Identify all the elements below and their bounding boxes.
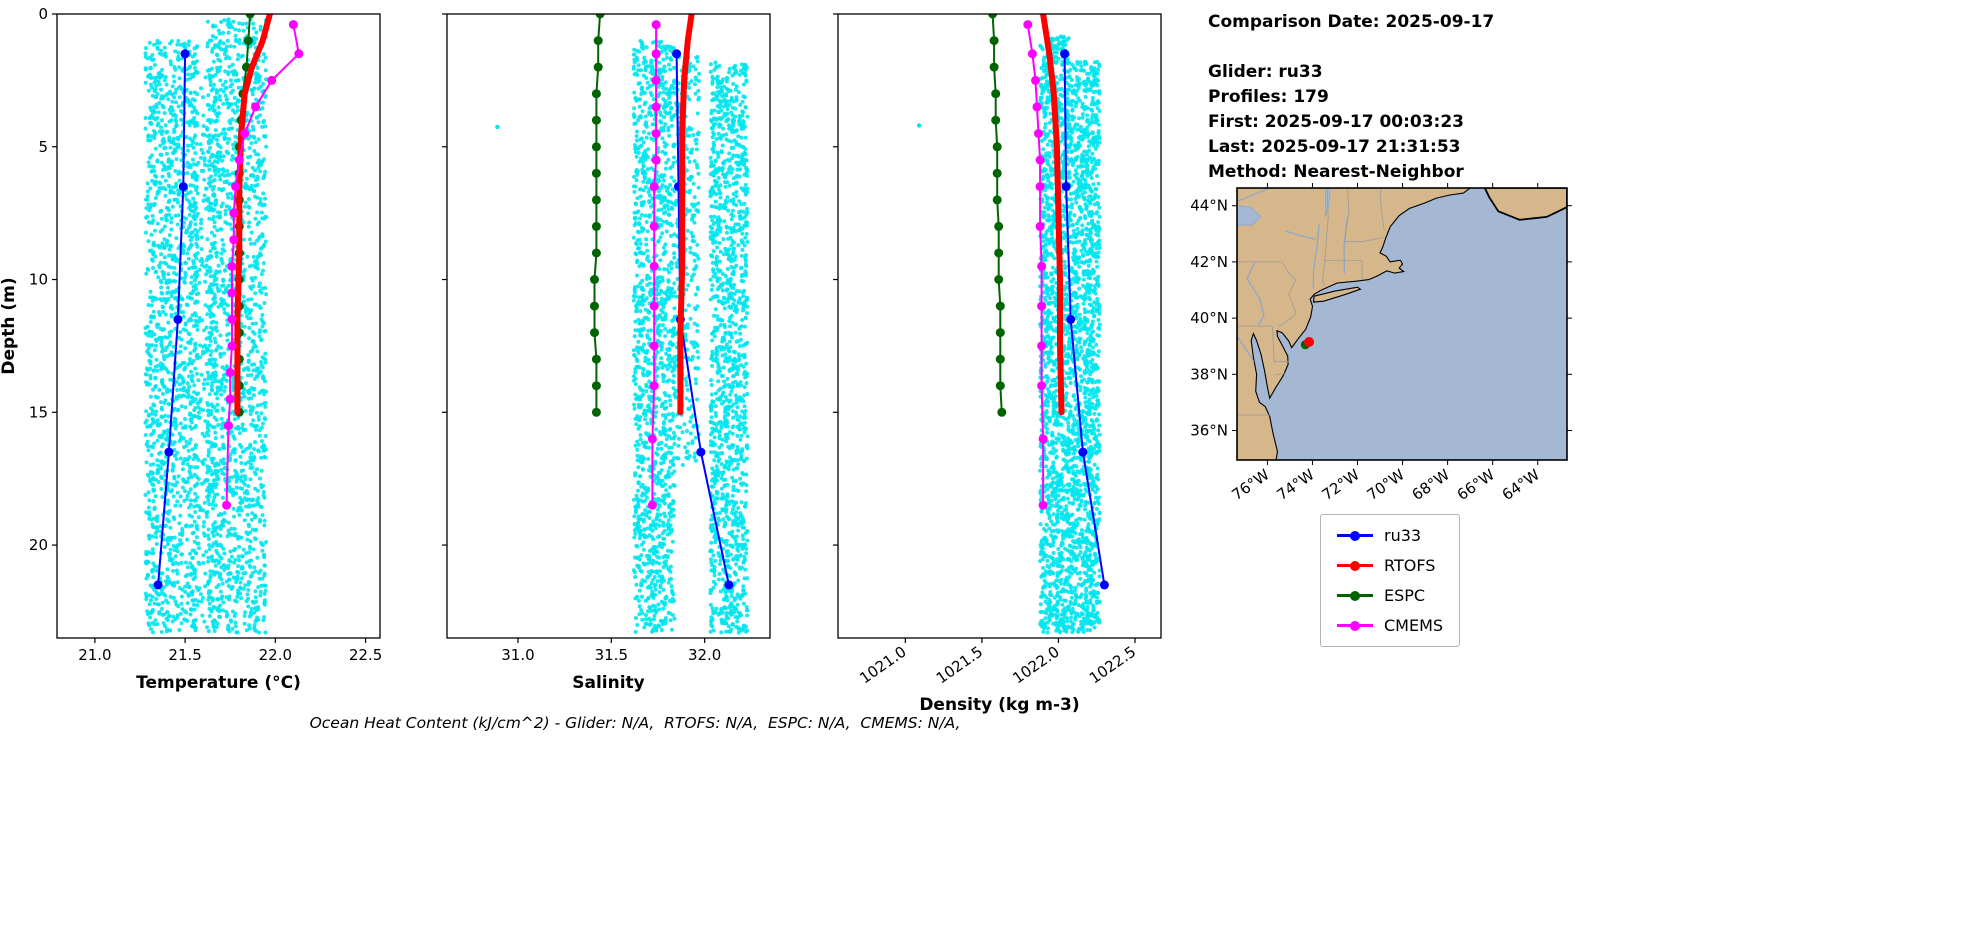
legend-line-swatch [1337, 560, 1373, 571]
legend-line-swatch [1337, 620, 1373, 631]
map-river [1246, 261, 1265, 326]
legend-label: ru33 [1384, 526, 1422, 545]
profiles-count: Profiles: 179 [1208, 87, 1329, 107]
salinity-xlabel: Salinity [572, 673, 645, 693]
temperature-xtick-label: 22.5 [349, 646, 382, 664]
comparison-date: Comparison Date: 2025-09-17 [1208, 12, 1495, 32]
salinity-xtick-label: 32.0 [688, 646, 721, 664]
legend-label: RTOFS [1384, 556, 1436, 575]
temperature-ytick-label: 10 [29, 271, 48, 289]
salinity-xtick-label: 31.0 [501, 646, 534, 664]
map-lat-tick-label: 40°N [1190, 309, 1228, 327]
legend-marker-dot [1350, 530, 1360, 541]
legend-marker-dot [1350, 560, 1360, 571]
density-glider-raw-points [916, 34, 1102, 635]
map-lon-tick-label: 72°W [1319, 465, 1363, 504]
legend-item-ru33: ru33 [1337, 526, 1443, 545]
legend: ru33 RTOFS ESPC CMEMS [1320, 514, 1461, 647]
map-land-long-island [1313, 286, 1362, 303]
density-xlabel: Density (kg m-3) [919, 695, 1079, 715]
map-state-border [1324, 188, 1329, 261]
temperature-ylabel: Depth (m) [0, 277, 19, 374]
density-series-RTOFS [1040, 14, 1065, 416]
map-lake [1237, 205, 1262, 226]
temperature-xtick-label: 21.5 [168, 646, 201, 664]
map-lon-tick-label: 64°W [1499, 465, 1543, 504]
ocean-heat-content-note: Ocean Heat Content (kJ/cm^2) - Glider: N… [309, 714, 961, 732]
temperature-ytick-label: 20 [29, 536, 48, 554]
map-lat-tick-label: 36°N [1190, 421, 1228, 439]
legend-item-RTOFS: RTOFS [1337, 556, 1443, 575]
salinity-xtick-label: 31.5 [595, 646, 628, 664]
legend-label: CMEMS [1384, 616, 1444, 635]
temperature-xlabel: Temperature (°C) [136, 673, 301, 693]
temperature-profile-plot: 21.0 21.5 22.0 22.5 0 5 10 15 20 Temperature (°C)… [0, 5, 382, 693]
temperature-ytick-label: 15 [29, 403, 48, 421]
map-land-mainland [1237, 188, 1472, 460]
glider-name: Glider: ru33 [1208, 62, 1323, 82]
map-lon-tick-label: 70°W [1364, 465, 1408, 504]
map-state-border [1361, 237, 1384, 243]
map-state-border [1275, 373, 1286, 376]
salinity-plot-area [495, 14, 750, 635]
density-xtick-label: 1021.5 [933, 643, 986, 688]
info-panel-spacer [1208, 35, 1494, 60]
salinity-profile-plot: 31.0 31.5 32.0 Salinity [442, 13, 771, 693]
legend-item-ESPC: ESPC [1337, 586, 1443, 605]
legend-item-CMEMS: CMEMS [1337, 616, 1443, 635]
legend-line-swatch [1337, 590, 1373, 601]
density-series-ESPC [991, 14, 1003, 414]
map-lat-tick-label: 38°N [1190, 365, 1228, 383]
map-state-border [1322, 260, 1326, 286]
map-lon-tick-label: 76°W [1228, 465, 1272, 504]
map-lat-tick-label: 44°N [1190, 197, 1228, 215]
map-state-border [1344, 188, 1350, 242]
info-panel: Comparison Date: 2025-09-17 Glider: ru33… [1208, 10, 1494, 185]
legend-marker-dot [1350, 590, 1360, 601]
map-state-border [1278, 261, 1297, 327]
glider-location-map: 76°W 74°W 72°W 70°W 68°W 66°W 64°W 44°N 42°N 40°N… [1190, 183, 1572, 504]
temperature-glider-raw-points [143, 17, 269, 635]
map-river [1285, 230, 1316, 240]
density-xtick-label: 1022.5 [1086, 643, 1139, 688]
temperature-axes-frame [56, 13, 381, 639]
salinity-series-ESPC [593, 14, 602, 414]
temperature-ytick-label: 5 [38, 138, 48, 156]
map-lat-tick-label: 42°N [1190, 253, 1228, 271]
temperature-plot-area [143, 14, 304, 635]
last-profile-time: Last: 2025-09-17 21:31:53 [1208, 137, 1461, 157]
map-lon-tick-label: 74°W [1273, 465, 1317, 504]
density-axes-frame [837, 13, 1162, 639]
density-xtick-label: 1021.0 [856, 643, 909, 688]
map-river [1237, 336, 1255, 363]
map-state-border [1379, 188, 1385, 231]
density-plot-area [916, 14, 1109, 635]
legend-marker-dot [1350, 620, 1360, 631]
map-lon-tick-label: 68°W [1409, 465, 1453, 504]
temperature-ytick-label: 0 [38, 5, 48, 23]
salinity-glider-raw-points [495, 39, 750, 635]
first-profile-time: First: 2025-09-17 00:03:23 [1208, 112, 1465, 132]
glider-location-marker [1304, 337, 1315, 347]
map-frame [1236, 187, 1568, 461]
map-state-border [1272, 325, 1289, 363]
map-river [1312, 223, 1320, 289]
temperature-xtick-label: 22.0 [259, 646, 292, 664]
map-river [1237, 188, 1270, 203]
density-xtick-label: 1022.0 [1009, 643, 1062, 688]
legend-label: ESPC [1384, 586, 1426, 605]
comparison-method: Method: Nearest-Neighbor [1208, 162, 1464, 182]
salinity-axes-frame [446, 13, 771, 639]
legend-line-swatch [1337, 530, 1373, 541]
map-land-nova-scotia [1483, 188, 1567, 221]
salinity-series-RTOFS [677, 14, 695, 416]
map-lon-tick-label: 66°W [1454, 465, 1498, 504]
density-profile-plot: 1021.0 1021.5 1022.0 1022.5 Density (kg m-3) [833, 13, 1162, 715]
temperature-xtick-label: 21.0 [78, 646, 111, 664]
